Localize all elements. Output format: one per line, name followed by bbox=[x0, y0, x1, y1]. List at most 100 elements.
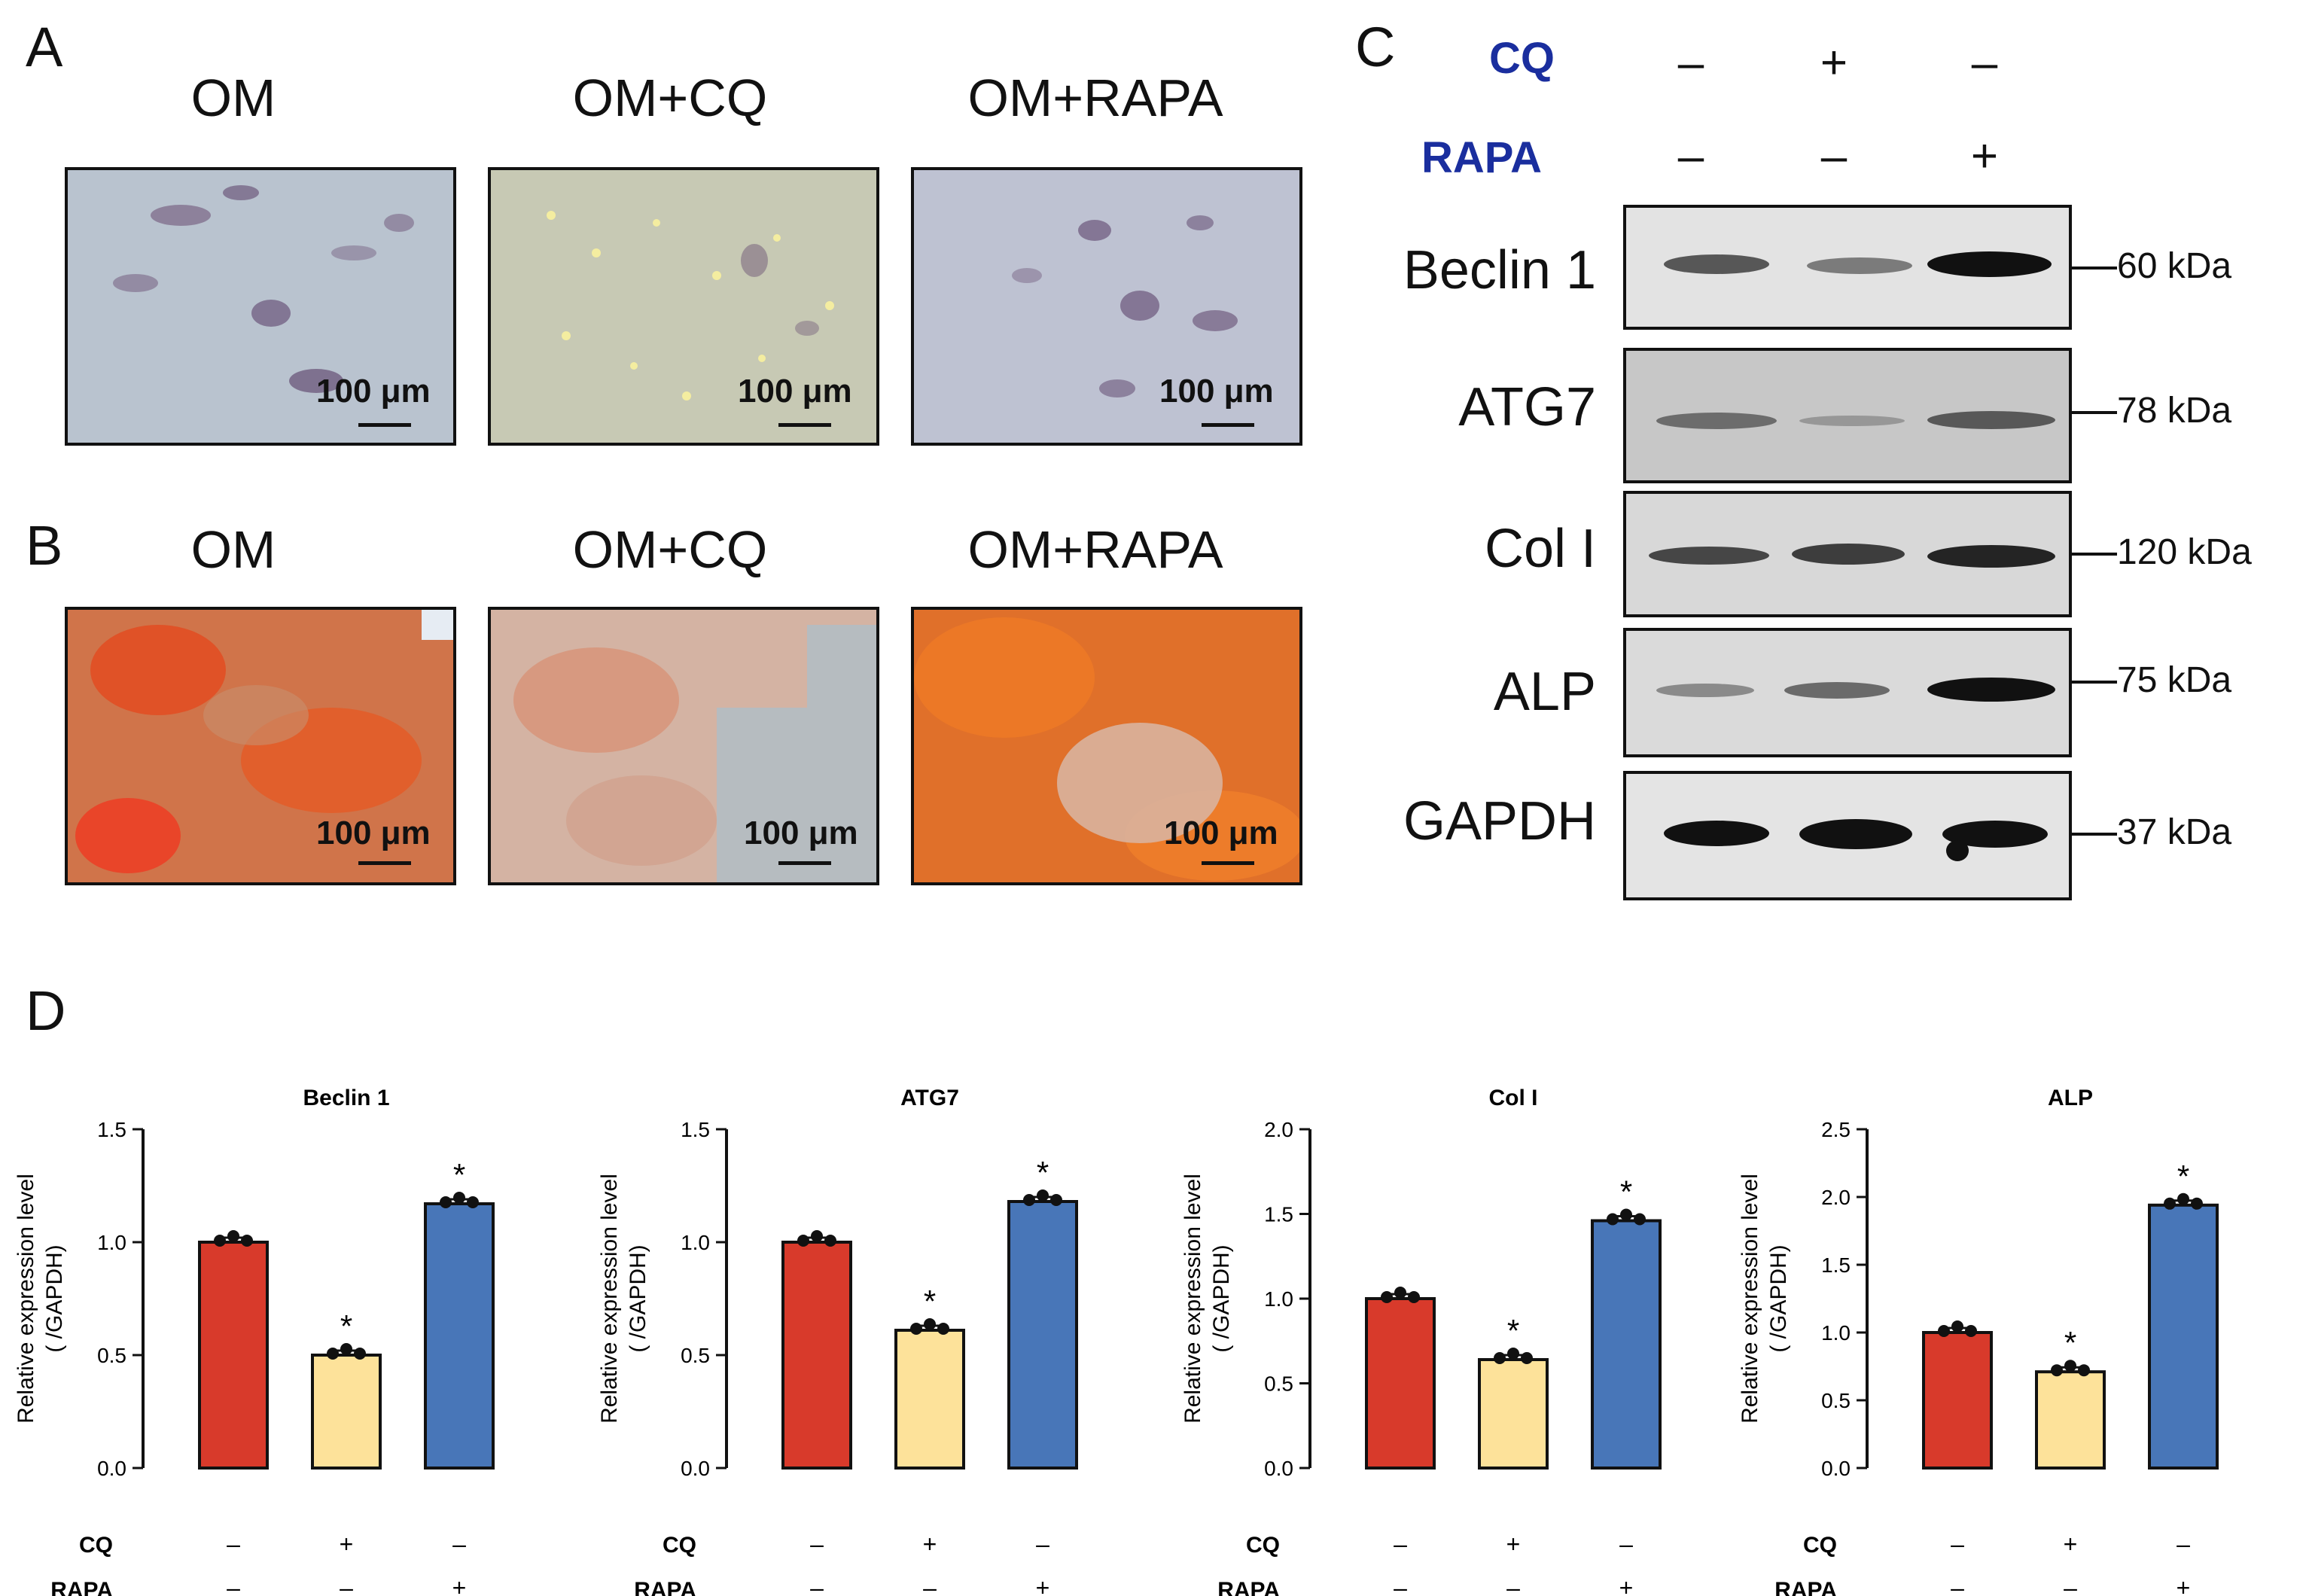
data-point bbox=[910, 1323, 922, 1335]
rapa-row-label: RAPA bbox=[1217, 1578, 1280, 1596]
rapa-sign: – bbox=[227, 1574, 240, 1596]
y-axis-label-unit: ( /GAPDH) bbox=[626, 1244, 650, 1352]
y-axis-label: Relative expression level bbox=[597, 1174, 622, 1424]
data-point bbox=[1023, 1194, 1035, 1206]
cq-sign: – bbox=[1619, 1531, 1633, 1558]
bar-om-cq bbox=[311, 1354, 382, 1470]
rapa-sign: + bbox=[452, 1574, 467, 1596]
bar-om-cq bbox=[894, 1329, 965, 1470]
wb-blot-gapdh bbox=[1623, 771, 2072, 900]
y-tick-label: 2.5 bbox=[1821, 1118, 1851, 1141]
rapa-sign: – bbox=[1394, 1574, 1407, 1596]
wb-protein-alp: ALP bbox=[1493, 662, 1596, 722]
data-point bbox=[1951, 1320, 1963, 1333]
data-point bbox=[1620, 1208, 1632, 1221]
y-axis-label: Relative expression level bbox=[14, 1174, 38, 1424]
cq-sign: – bbox=[810, 1531, 824, 1558]
y-tick-label: 0.0 bbox=[1821, 1457, 1851, 1480]
data-point bbox=[453, 1192, 465, 1204]
row-b-title-om: OM bbox=[190, 520, 276, 579]
wb-blot-col1 bbox=[1623, 491, 2072, 617]
wb-blot-beclin1 bbox=[1623, 205, 2072, 330]
micrograph-alp-om-cq bbox=[488, 167, 879, 446]
data-point bbox=[1521, 1352, 1533, 1364]
wb-cq-label: CQ bbox=[1489, 34, 1555, 83]
significance-mark: * bbox=[924, 1284, 936, 1319]
chart-title: Beclin 1 bbox=[303, 1086, 389, 1110]
panel-label-b: B bbox=[26, 514, 63, 577]
data-point bbox=[1037, 1189, 1049, 1202]
data-point bbox=[1494, 1352, 1506, 1364]
cq-sign: – bbox=[1036, 1531, 1049, 1558]
panel-label-d: D bbox=[26, 979, 66, 1042]
rapa-sign: – bbox=[2064, 1574, 2077, 1596]
data-point bbox=[227, 1230, 239, 1242]
wb-cq-sign: – bbox=[1677, 37, 1704, 89]
significance-mark: * bbox=[2177, 1159, 2189, 1194]
bar-om-cq bbox=[2035, 1370, 2106, 1470]
cq-sign: – bbox=[1394, 1531, 1407, 1558]
bar-om bbox=[198, 1241, 269, 1470]
y-tick-label: 0.0 bbox=[1264, 1457, 1293, 1480]
data-point bbox=[937, 1323, 949, 1335]
cq-sign: + bbox=[1506, 1531, 1521, 1558]
y-tick-label: 2.0 bbox=[1821, 1186, 1851, 1209]
rapa-sign: – bbox=[1951, 1574, 1964, 1596]
bar-om bbox=[1922, 1331, 1993, 1470]
cq-sign: + bbox=[923, 1531, 937, 1558]
y-tick-label: 1.0 bbox=[1821, 1321, 1851, 1345]
y-axis-label: Relative expression level bbox=[1738, 1174, 1762, 1424]
wb-tick bbox=[2072, 681, 2117, 684]
wb-protein-beclin1: Beclin 1 bbox=[1403, 240, 1596, 300]
rapa-sign: – bbox=[340, 1574, 353, 1596]
y-tick-label: 0.5 bbox=[1264, 1372, 1293, 1396]
data-point bbox=[354, 1348, 366, 1360]
wb-kda-alp: 75 kDa bbox=[2117, 660, 2232, 700]
wb-cq-sign: + bbox=[1820, 37, 1848, 89]
wb-tick bbox=[2072, 267, 2117, 270]
chart-title: ALP bbox=[2048, 1086, 2093, 1110]
y-tick-label: 1.0 bbox=[681, 1231, 710, 1254]
significance-mark: * bbox=[2064, 1325, 2076, 1360]
wb-protein-col1: Col I bbox=[1484, 519, 1596, 579]
y-tick-label: 0.5 bbox=[97, 1344, 126, 1367]
bar-om-rapa bbox=[1591, 1219, 1662, 1470]
data-point bbox=[924, 1318, 936, 1330]
y-tick-label: 1.5 bbox=[681, 1118, 710, 1141]
cq-row-label: CQ bbox=[663, 1533, 696, 1558]
cq-sign: – bbox=[227, 1531, 240, 1558]
data-point bbox=[440, 1196, 452, 1208]
y-tick-label: 0.0 bbox=[681, 1457, 710, 1480]
y-axis-label-unit: ( /GAPDH) bbox=[1209, 1244, 1234, 1352]
cq-row-label: CQ bbox=[79, 1533, 113, 1558]
rapa-sign: + bbox=[1036, 1574, 1050, 1596]
rapa-sign: + bbox=[1619, 1574, 1634, 1596]
row-a-title-om-rapa: OM+RAPA bbox=[967, 69, 1223, 127]
data-point bbox=[1394, 1287, 1406, 1299]
y-tick-label: 0.5 bbox=[1821, 1389, 1851, 1412]
y-tick-label: 1.0 bbox=[97, 1231, 126, 1254]
rapa-row-label: RAPA bbox=[1774, 1578, 1837, 1596]
wb-rapa-sign: – bbox=[1820, 130, 1848, 182]
cq-sign: + bbox=[340, 1531, 354, 1558]
wb-kda-atg7: 78 kDa bbox=[2117, 391, 2232, 431]
y-tick-label: 0.5 bbox=[681, 1344, 710, 1367]
significance-mark: * bbox=[453, 1157, 465, 1192]
cq-sign: + bbox=[2064, 1531, 2078, 1558]
y-tick-label: 2.0 bbox=[1264, 1118, 1293, 1141]
bar-chart-alp: ALP 0.0 0.5 1.0 1.5 2.0 2.5 Relative expression… bbox=[1738, 1086, 2219, 1596]
rapa-sign: – bbox=[1506, 1574, 1520, 1596]
cq-row-label: CQ bbox=[1803, 1533, 1837, 1558]
bar-om bbox=[1365, 1297, 1436, 1470]
data-point bbox=[2164, 1197, 2176, 1210]
data-point bbox=[2051, 1364, 2063, 1377]
scale-bar bbox=[1202, 861, 1254, 865]
scale-label: 100 μm bbox=[316, 815, 431, 851]
wb-kda-beclin1: 60 kDa bbox=[2117, 246, 2232, 286]
data-point bbox=[2191, 1197, 2203, 1210]
cq-row-label: CQ bbox=[1246, 1533, 1280, 1558]
rapa-sign: – bbox=[923, 1574, 937, 1596]
wb-blot-alp bbox=[1623, 628, 2072, 757]
y-tick-label: 1.5 bbox=[1821, 1253, 1851, 1277]
bar-om-rapa bbox=[1007, 1200, 1078, 1470]
